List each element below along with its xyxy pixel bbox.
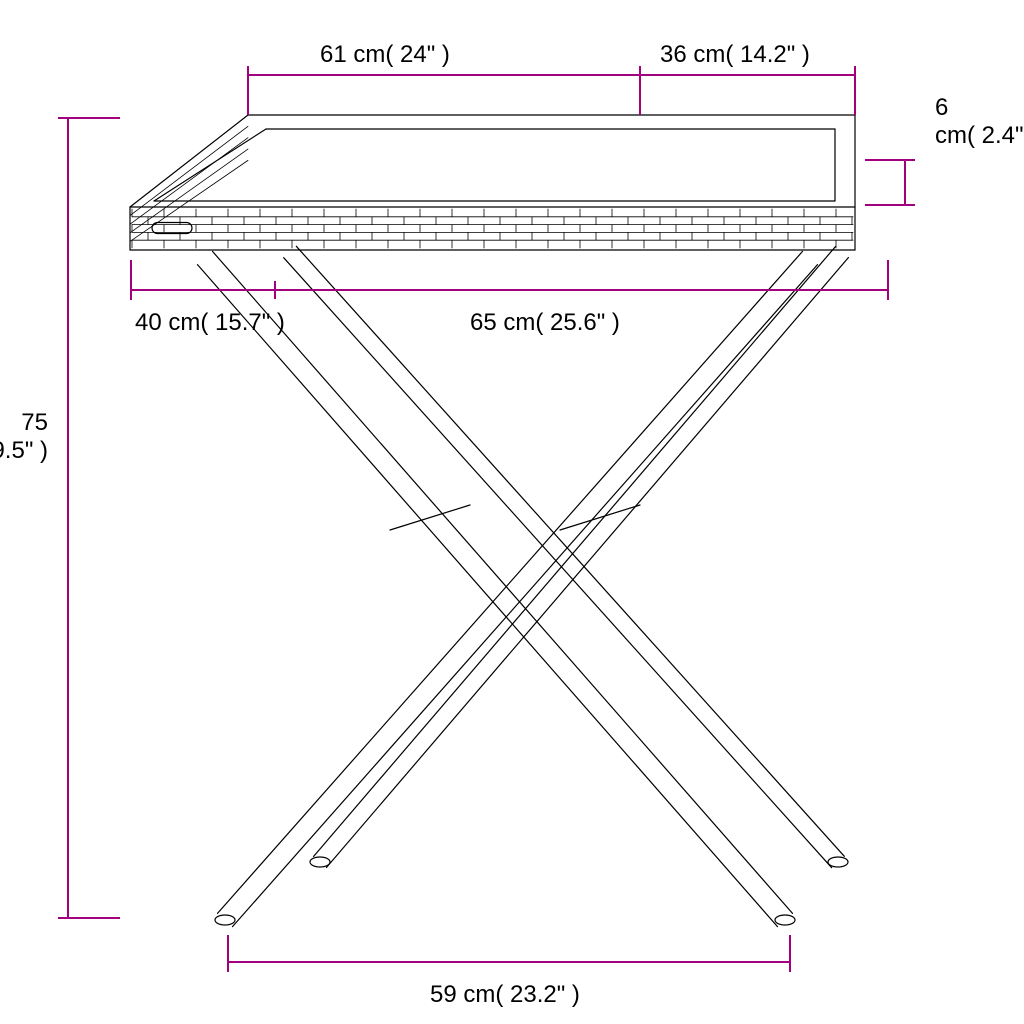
dim-label-outer_length: 65 cm( 25.6" ) <box>470 309 620 336</box>
dim-label-total_height: 75cm( 29.5" ) <box>0 409 48 464</box>
dim-label-outer_depth: 40 cm( 15.7" ) <box>135 309 285 336</box>
dim-label-tray_inner_length: 61 cm( 24" ) <box>320 41 450 68</box>
dimension-total_height: 75cm( 29.5" ) <box>0 118 120 918</box>
dimension-outer_depth: 40 cm( 15.7" ) <box>131 260 285 336</box>
dim-label-foot_span: 59 cm( 23.2" ) <box>430 981 580 1008</box>
dim-label-tray_rim_height: 6cm( 2.4" ) <box>935 94 1024 149</box>
dimension-tray_rim_height: 6cm( 2.4" ) <box>865 94 1024 205</box>
dimension-foot_span: 59 cm( 23.2" ) <box>228 935 790 1008</box>
dim-label-tray_inner_depth: 36 cm( 14.2" ) <box>660 41 810 68</box>
dimension-tray_inner_depth: 36 cm( 14.2" ) <box>640 41 855 115</box>
dimension-tray_inner_length: 61 cm( 24" ) <box>248 41 640 115</box>
